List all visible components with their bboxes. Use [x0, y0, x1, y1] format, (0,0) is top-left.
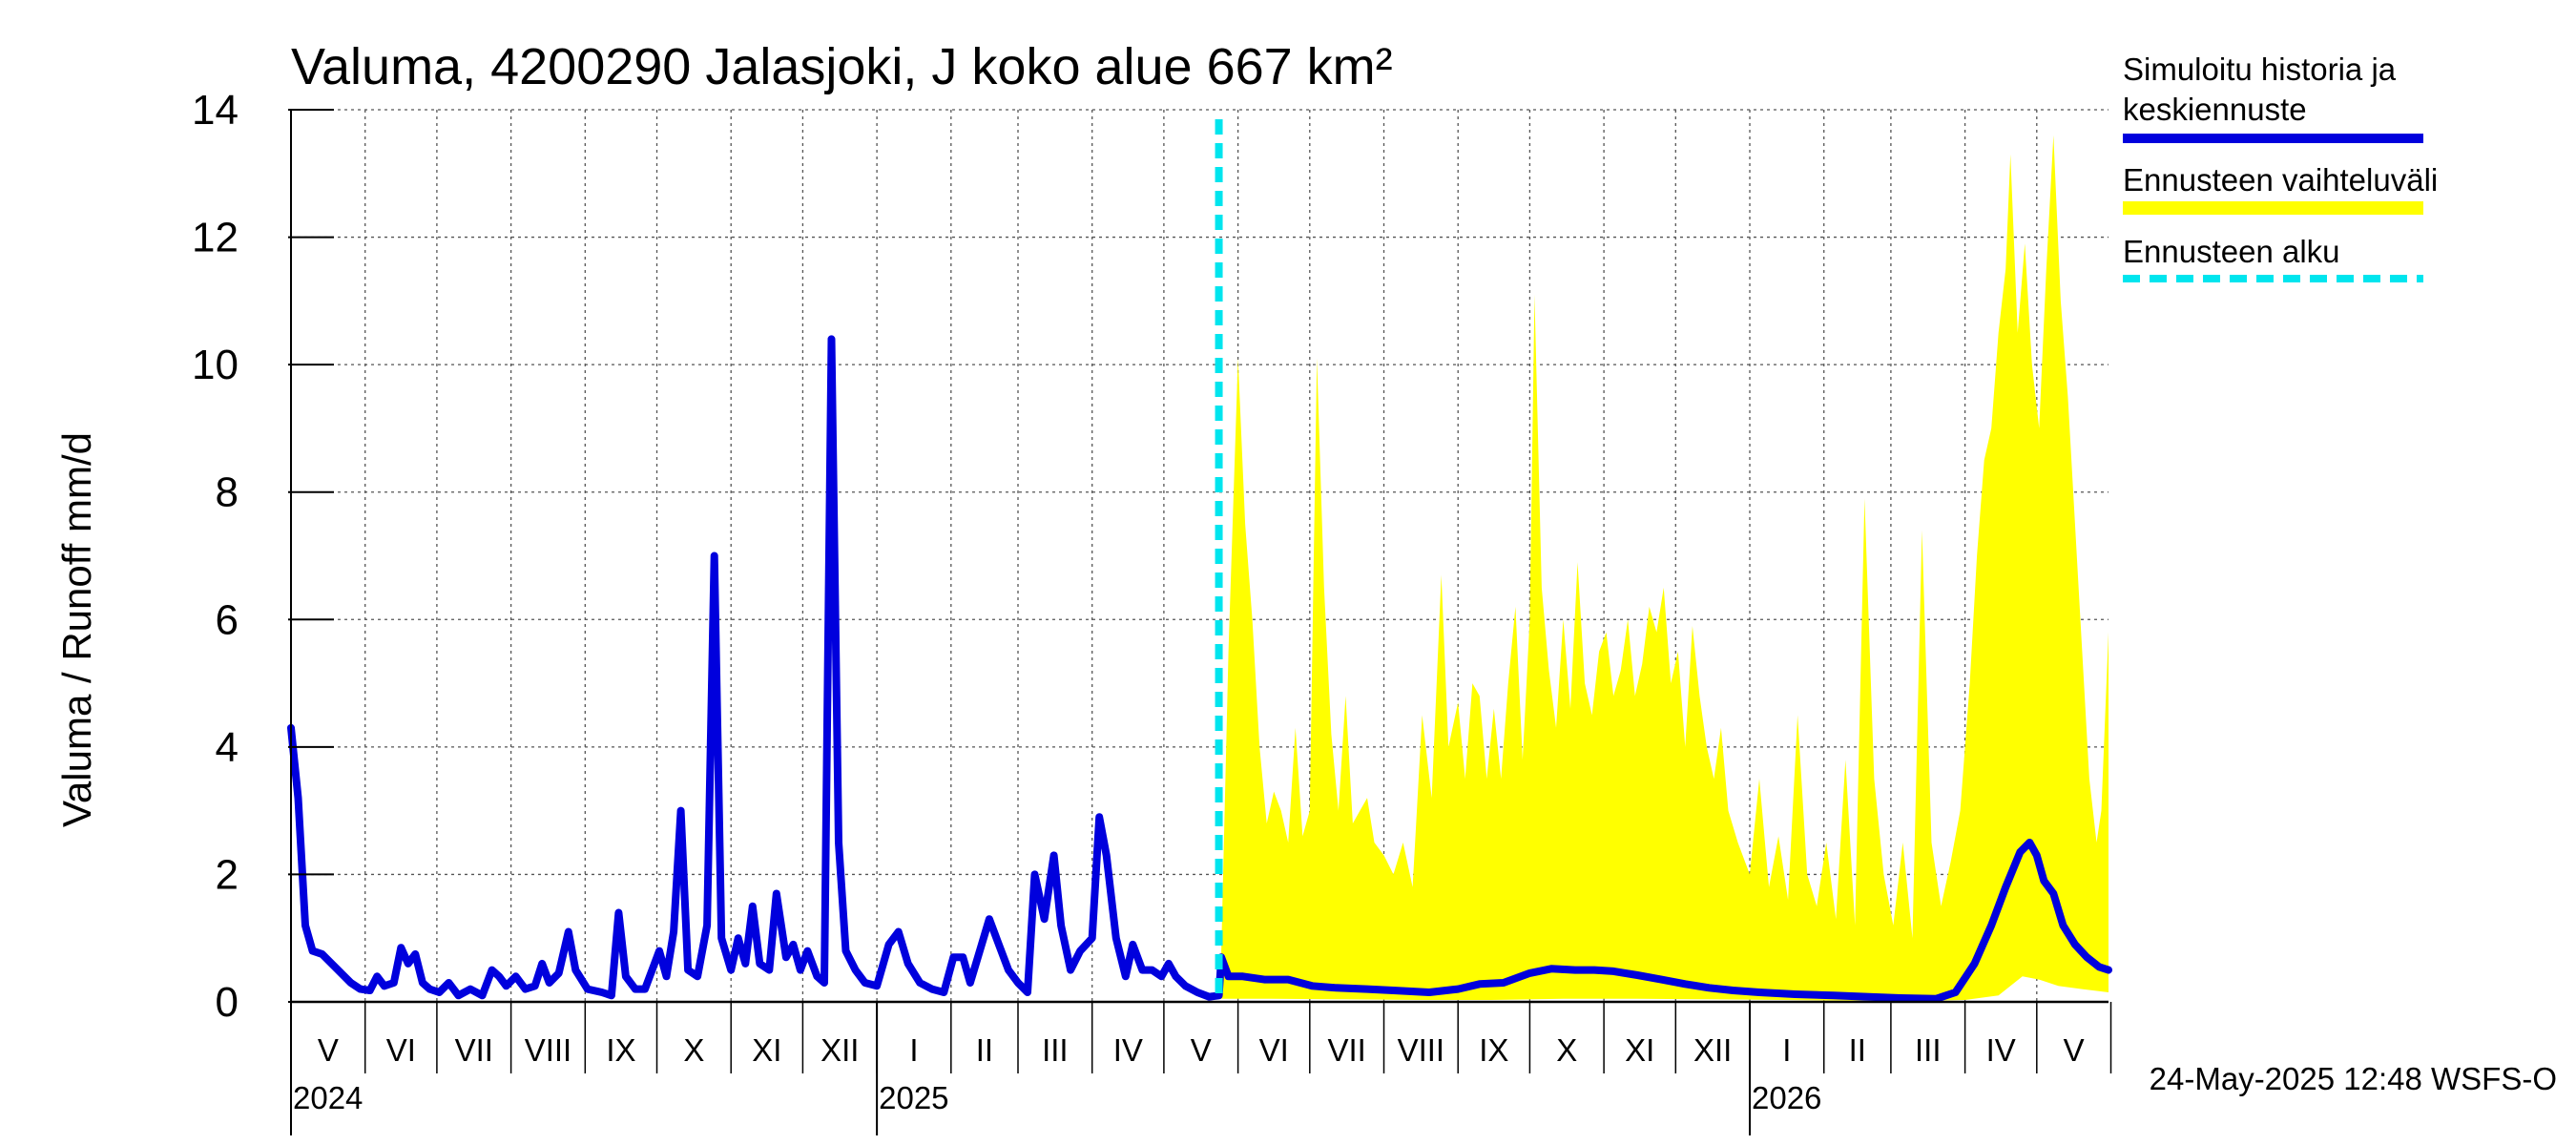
- y-tick-label-0: 0: [216, 979, 239, 1026]
- forecast-range-band: [1221, 135, 2109, 1001]
- month-label-3: VIII: [525, 1032, 572, 1068]
- y-tick-label-4: 4: [216, 724, 239, 771]
- month-label-9: II: [976, 1032, 993, 1068]
- y-tick-label-6: 6: [216, 596, 239, 643]
- year-label-2024: 2024: [293, 1080, 363, 1115]
- month-label-1: VI: [386, 1032, 416, 1068]
- month-label-15: VIII: [1398, 1032, 1445, 1068]
- month-label-7: XII: [821, 1032, 859, 1068]
- y-tick-labels: 0 2 4 6 8 10 12 14: [192, 87, 239, 1026]
- month-label-16: IX: [1479, 1032, 1508, 1068]
- legend-label-simulated-line1: Simuloitu historia ja: [2123, 52, 2397, 87]
- year-label-2025: 2025: [879, 1080, 948, 1115]
- legend-label-simulated-line2: keskiennuste: [2123, 92, 2307, 127]
- simulated-runoff-line: [287, 335, 2112, 1003]
- month-label-24: V: [2064, 1032, 2085, 1068]
- month-label-13: VI: [1259, 1032, 1289, 1068]
- month-label-21: II: [1849, 1032, 1866, 1068]
- month-label-23: IV: [1986, 1032, 2016, 1068]
- month-label-10: III: [1042, 1032, 1069, 1068]
- chart-title: Valuma, 4200290 Jalasjoki, J koko alue 6…: [291, 38, 1393, 95]
- axes: [288, 109, 2112, 1135]
- legend-label-forecast-start: Ennusteen alku: [2123, 234, 2340, 269]
- month-label-11: IV: [1113, 1032, 1143, 1068]
- simulated-runoff-series: [287, 335, 2112, 1003]
- year-label-2026: 2026: [1752, 1080, 1821, 1115]
- y-tick-label-12: 12: [192, 215, 239, 261]
- y-tick-label-2: 2: [216, 851, 239, 898]
- x-month-labels: V VI VII VIII IX X XI XII I II III IV V VI VII VIII IX X X…: [318, 1032, 2085, 1068]
- x-year-labels: 2024 2025 2026: [293, 1080, 1821, 1115]
- y-axis-label: Valuma / Runoff mm/d: [54, 432, 99, 827]
- forecast-range-area: [1221, 135, 2109, 1001]
- month-label-22: III: [1915, 1032, 1942, 1068]
- month-label-18: XI: [1625, 1032, 1654, 1068]
- month-label-4: IX: [606, 1032, 635, 1068]
- month-label-14: VII: [1327, 1032, 1365, 1068]
- footer-timestamp: 24-May-2025 12:48 WSFS-O: [2150, 1061, 2557, 1096]
- y-tick-label-14: 14: [192, 87, 239, 134]
- month-label-0: V: [318, 1032, 339, 1068]
- month-label-5: X: [683, 1032, 704, 1068]
- y-tick-label-10: 10: [192, 342, 239, 388]
- month-label-6: XI: [752, 1032, 781, 1068]
- month-label-8: I: [909, 1032, 918, 1068]
- month-label-17: X: [1556, 1032, 1577, 1068]
- month-label-2: VII: [455, 1032, 493, 1068]
- month-label-20: I: [1782, 1032, 1791, 1068]
- legend: Simuloitu historia ja keskiennuste Ennus…: [2123, 52, 2438, 282]
- legend-label-range: Ennusteen vaihteluväli: [2123, 162, 2438, 198]
- y-tick-label-8: 8: [216, 469, 239, 516]
- month-label-12: V: [1191, 1032, 1212, 1068]
- month-label-19: XII: [1693, 1032, 1732, 1068]
